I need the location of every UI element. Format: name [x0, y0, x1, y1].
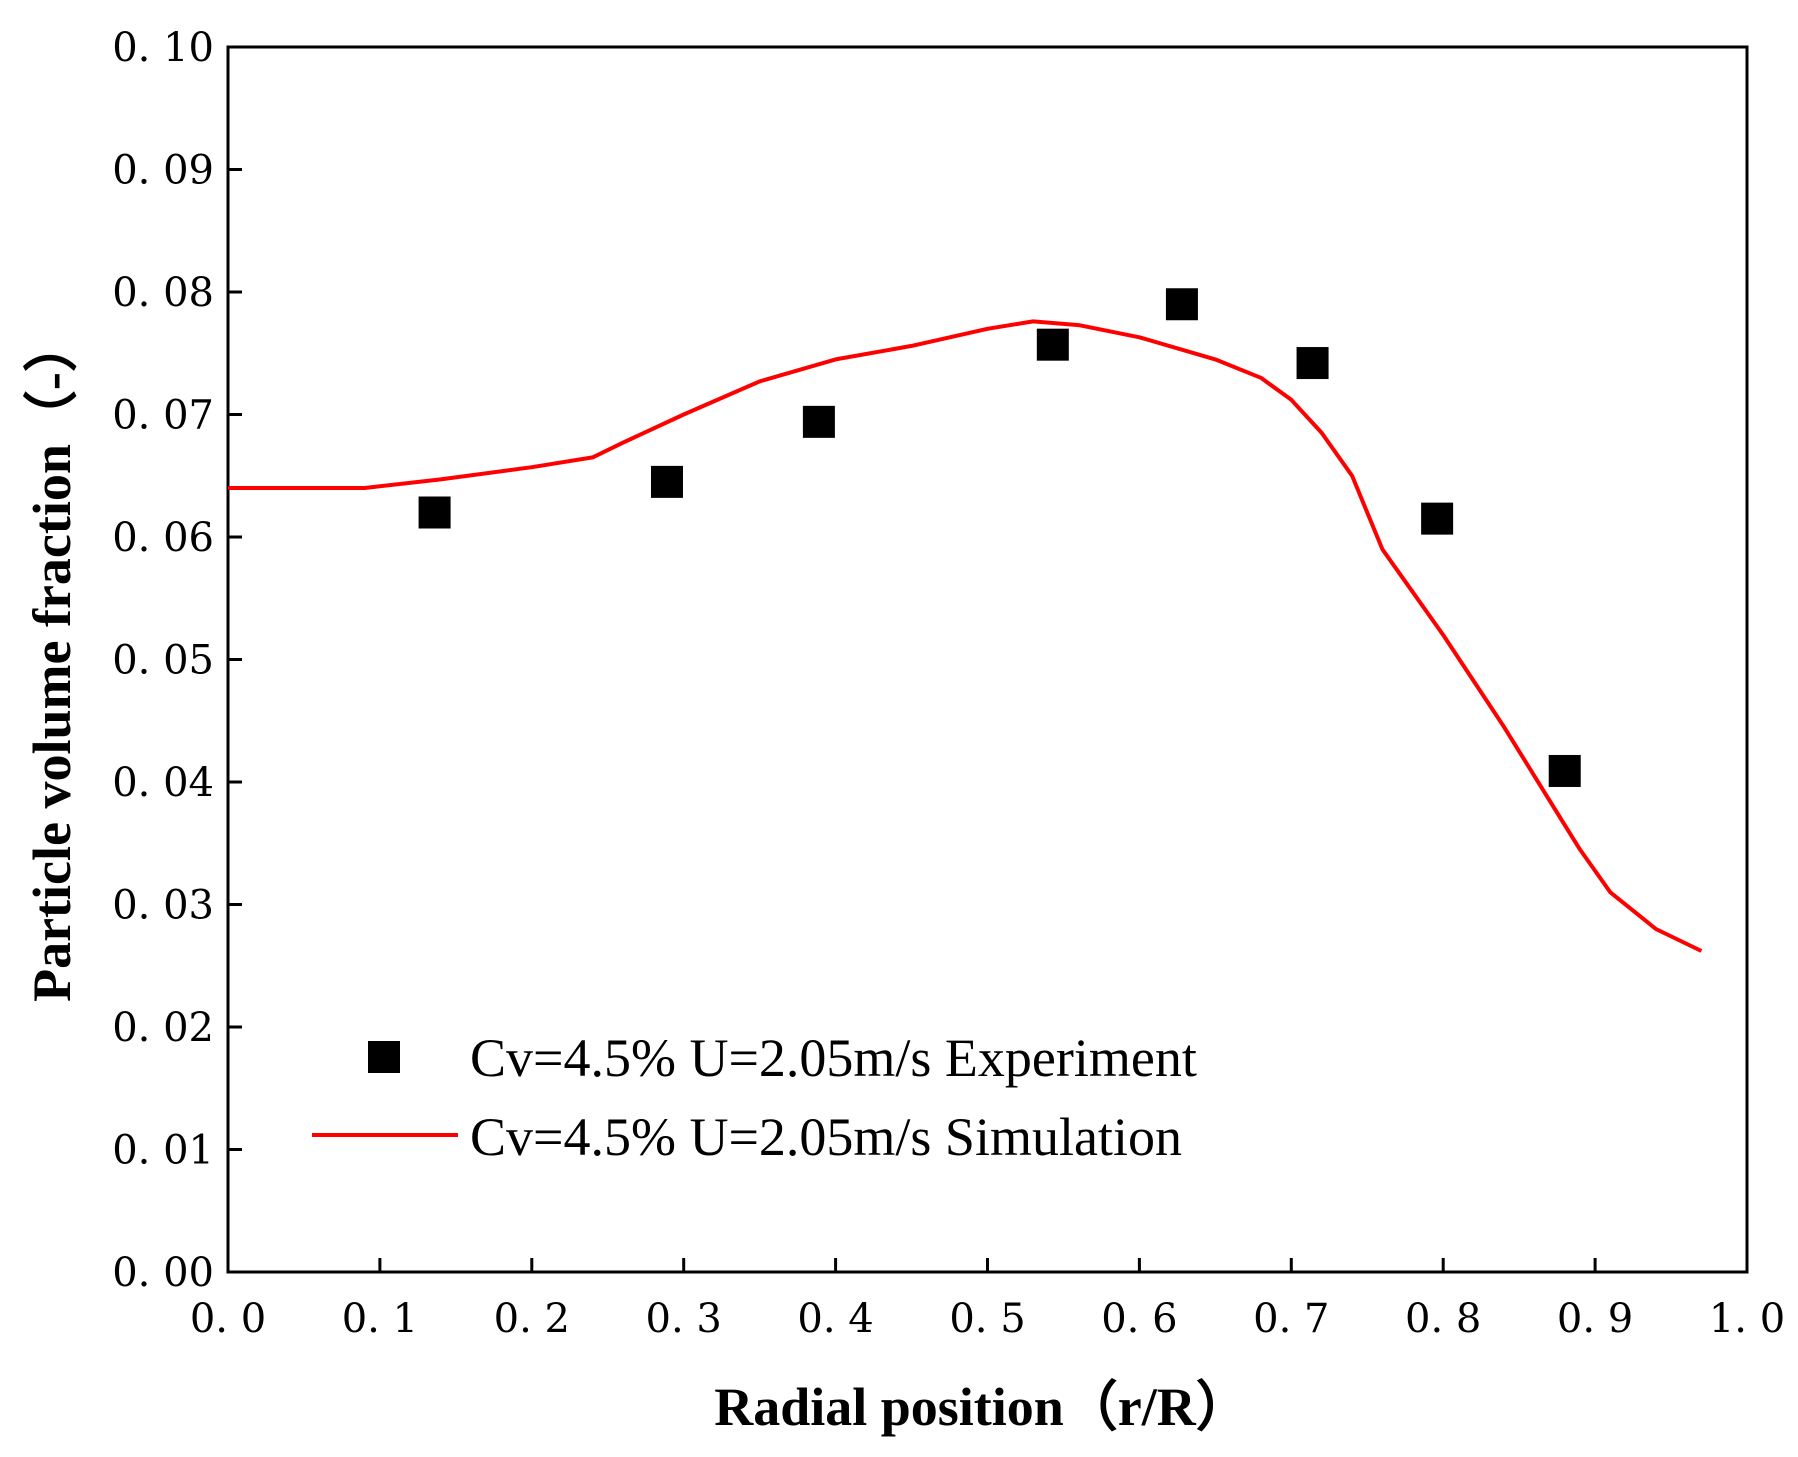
experiment-point	[1165, 288, 1198, 321]
y-tick-label: 0. 10	[112, 25, 214, 71]
y-tick-label: 0. 09	[112, 148, 214, 194]
y-tick-label: 0. 08	[112, 270, 214, 316]
y-tick-label: 0. 04	[112, 760, 214, 806]
x-tick-label: 0. 7	[1253, 1296, 1329, 1342]
x-tick-label: 0. 9	[1557, 1296, 1633, 1342]
experiment-point	[1296, 347, 1329, 380]
x-tick-label: 0. 1	[342, 1296, 418, 1342]
x-tick-label: 0. 0	[190, 1296, 266, 1342]
simulation-line	[228, 319, 1703, 953]
y-tick-label: 0. 03	[112, 883, 214, 929]
x-tick-label: 0. 5	[949, 1296, 1025, 1342]
legend-label-simulation: Cv=4.5% U=2.05m/s Simulation	[470, 1107, 1182, 1167]
y-tick-label: 0. 02	[112, 1005, 214, 1051]
y-tick-label: 0. 05	[112, 638, 214, 684]
x-tick-label: 0. 2	[494, 1296, 570, 1342]
simulation-series	[228, 319, 1703, 953]
y-tick-label: 0. 07	[112, 393, 214, 439]
y-tick-label: 0. 06	[112, 515, 214, 561]
x-tick-label: 0. 3	[646, 1296, 722, 1342]
x-tick-label: 0. 6	[1101, 1296, 1177, 1342]
experiment-point	[418, 496, 451, 529]
legend-marker-experiment	[368, 1041, 400, 1073]
y-axis-ticks: 0. 00 0. 01 0. 02 0. 03 0. 04 0. 05 0. 06 0. 07…	[112, 25, 242, 1296]
y-tick-label: 0. 00	[112, 1250, 214, 1296]
experiment-point	[1548, 754, 1581, 787]
x-tick-label: 0. 4	[797, 1296, 873, 1342]
legend: Cv=4.5% U=2.05m/s Experiment Cv=4.5% U=2…	[312, 1028, 1197, 1167]
plot-frame	[226, 45, 1749, 1274]
experiment-point	[1421, 502, 1454, 535]
y-tick-label: 0. 01	[112, 1128, 214, 1174]
x-tick-label: 0. 8	[1405, 1296, 1481, 1342]
experiment-series	[418, 288, 1581, 787]
x-axis-title: Radial position（r/R）	[714, 1377, 1250, 1437]
x-axis-ticks: 0. 0 0. 1 0. 2 0. 3 0. 4 0. 5 0. 6 0. 7 0. 8 0. 9…	[190, 1258, 1785, 1342]
legend-label-experiment: Cv=4.5% U=2.05m/s Experiment	[470, 1028, 1197, 1088]
x-tick-label: 1. 0	[1709, 1296, 1785, 1342]
y-axis-title: Particle volume fraction（-）	[22, 318, 82, 1002]
experiment-point	[802, 405, 835, 438]
experiment-point	[650, 465, 683, 498]
experiment-point	[1036, 328, 1069, 361]
